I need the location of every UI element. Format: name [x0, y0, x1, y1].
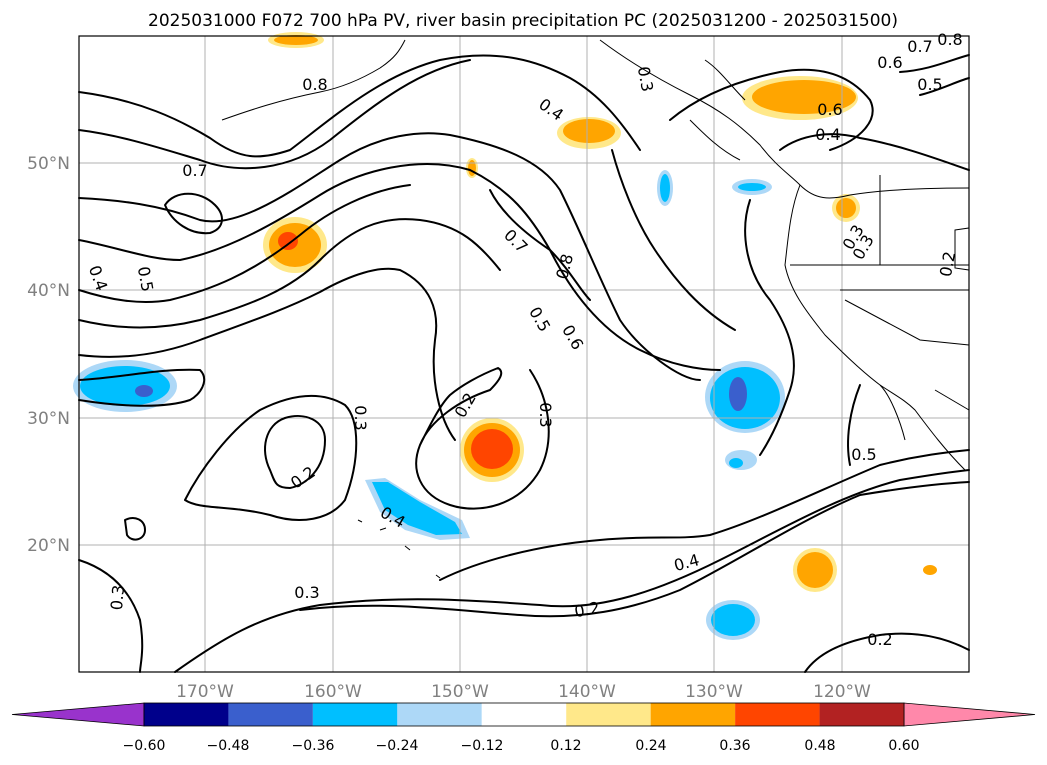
precip-blob	[135, 385, 153, 397]
colorbar-extend-min	[11, 702, 145, 727]
pv-contours	[78, 54, 970, 673]
colorbar-ticks: −0.60 −0.48 −0.36 −0.24 −0.12 0.12 0.24 …	[123, 738, 920, 754]
precip-blob	[729, 458, 743, 468]
contour-label: 0.8	[302, 75, 327, 94]
coastlines	[221, 39, 970, 579]
contour-label: 0.7	[182, 161, 207, 180]
colorbar-tick-label: 0.12	[550, 738, 581, 754]
colorbar-segment	[819, 703, 904, 726]
precip-blob	[729, 377, 747, 411]
colorbar-tick-label: −0.24	[376, 738, 419, 754]
colorbar-extend-max	[903, 702, 1036, 727]
contour-label: 0.5	[917, 75, 942, 94]
colorbar-segment	[144, 703, 229, 726]
contour-label: 0.3	[634, 65, 657, 93]
contour-label: 0.3	[107, 584, 128, 611]
colorbar: −0.60 −0.48 −0.36 −0.24 −0.12 0.12 0.24 …	[11, 702, 1036, 754]
contour-label: 0.3	[351, 405, 370, 430]
colorbar-segment	[312, 703, 398, 726]
lon-label: 170°W	[176, 682, 234, 702]
lon-label: 150°W	[431, 682, 489, 702]
lon-label: 130°W	[685, 682, 743, 702]
precip-blob	[797, 552, 833, 588]
colorbar-tick-label: −0.60	[123, 738, 166, 754]
contour-label: 0.2	[936, 250, 959, 278]
precip-blob	[274, 35, 318, 45]
longitude-labels: 170°W 160°W 150°W 140°W 130°W 120°W	[176, 682, 871, 702]
colorbar-segment	[481, 703, 567, 726]
contour-label: 0.3	[294, 583, 319, 602]
precip-blob	[372, 482, 462, 535]
contour-label: 0.2	[573, 598, 601, 621]
colorbar-tick-label: 0.48	[804, 738, 835, 754]
lat-label: 20°N	[27, 536, 70, 556]
contour-label: 0.4	[815, 125, 840, 144]
figure-title: 2025031000 F072 700 hPa PV, river basin …	[148, 11, 898, 31]
lat-label: 40°N	[27, 281, 70, 301]
contour-labels: 0.8 0.4 0.3 0.7 0.6 0.5 0.7 0.8 0.6 0.4 …	[85, 30, 963, 649]
lat-label: 50°N	[27, 154, 70, 174]
map-panel: 0.8 0.4 0.3 0.7 0.6 0.5 0.7 0.8 0.6 0.4 …	[73, 30, 970, 673]
colorbar-tick-label: 0.60	[888, 738, 919, 754]
precip-blob	[471, 429, 513, 469]
contour-label: 0.5	[134, 265, 157, 293]
contour-label: 0.6	[817, 100, 842, 119]
precip-blob	[711, 604, 755, 636]
colorbar-segment	[650, 703, 736, 726]
colorbar-segment	[228, 703, 313, 726]
precip-blob	[660, 174, 670, 202]
precip-shading	[73, 32, 937, 640]
colorbar-tick-label: 0.36	[719, 738, 750, 754]
contour-label: 0.8	[937, 30, 962, 49]
contour-label: 0.5	[851, 445, 876, 464]
colorbar-segment	[397, 703, 482, 726]
precip-blob	[563, 119, 615, 143]
colorbar-tick-label: −0.36	[292, 738, 335, 754]
precip-blob	[278, 232, 298, 250]
latitude-labels: 50°N 40°N 30°N 20°N	[27, 154, 70, 556]
lon-label: 140°W	[558, 682, 616, 702]
colorbar-segment	[566, 703, 651, 726]
colorbar-tick-label: −0.48	[207, 738, 250, 754]
contour-label: 0.3	[536, 402, 555, 427]
colorbar-tick-label: −0.12	[461, 738, 504, 754]
precip-blob	[738, 183, 766, 191]
lat-label: 30°N	[27, 409, 70, 429]
contour-label: 0.2	[867, 630, 892, 649]
contour-label: 0.7	[907, 37, 932, 56]
precip-blob	[836, 198, 856, 218]
contour-label: 0.6	[877, 53, 902, 72]
precip-blob	[923, 565, 937, 575]
colorbar-tick-label: 0.24	[635, 738, 666, 754]
lon-label: 160°W	[304, 682, 362, 702]
colorbar-segment	[735, 703, 820, 726]
lon-label: 120°W	[813, 682, 871, 702]
precip-blob	[752, 80, 856, 114]
